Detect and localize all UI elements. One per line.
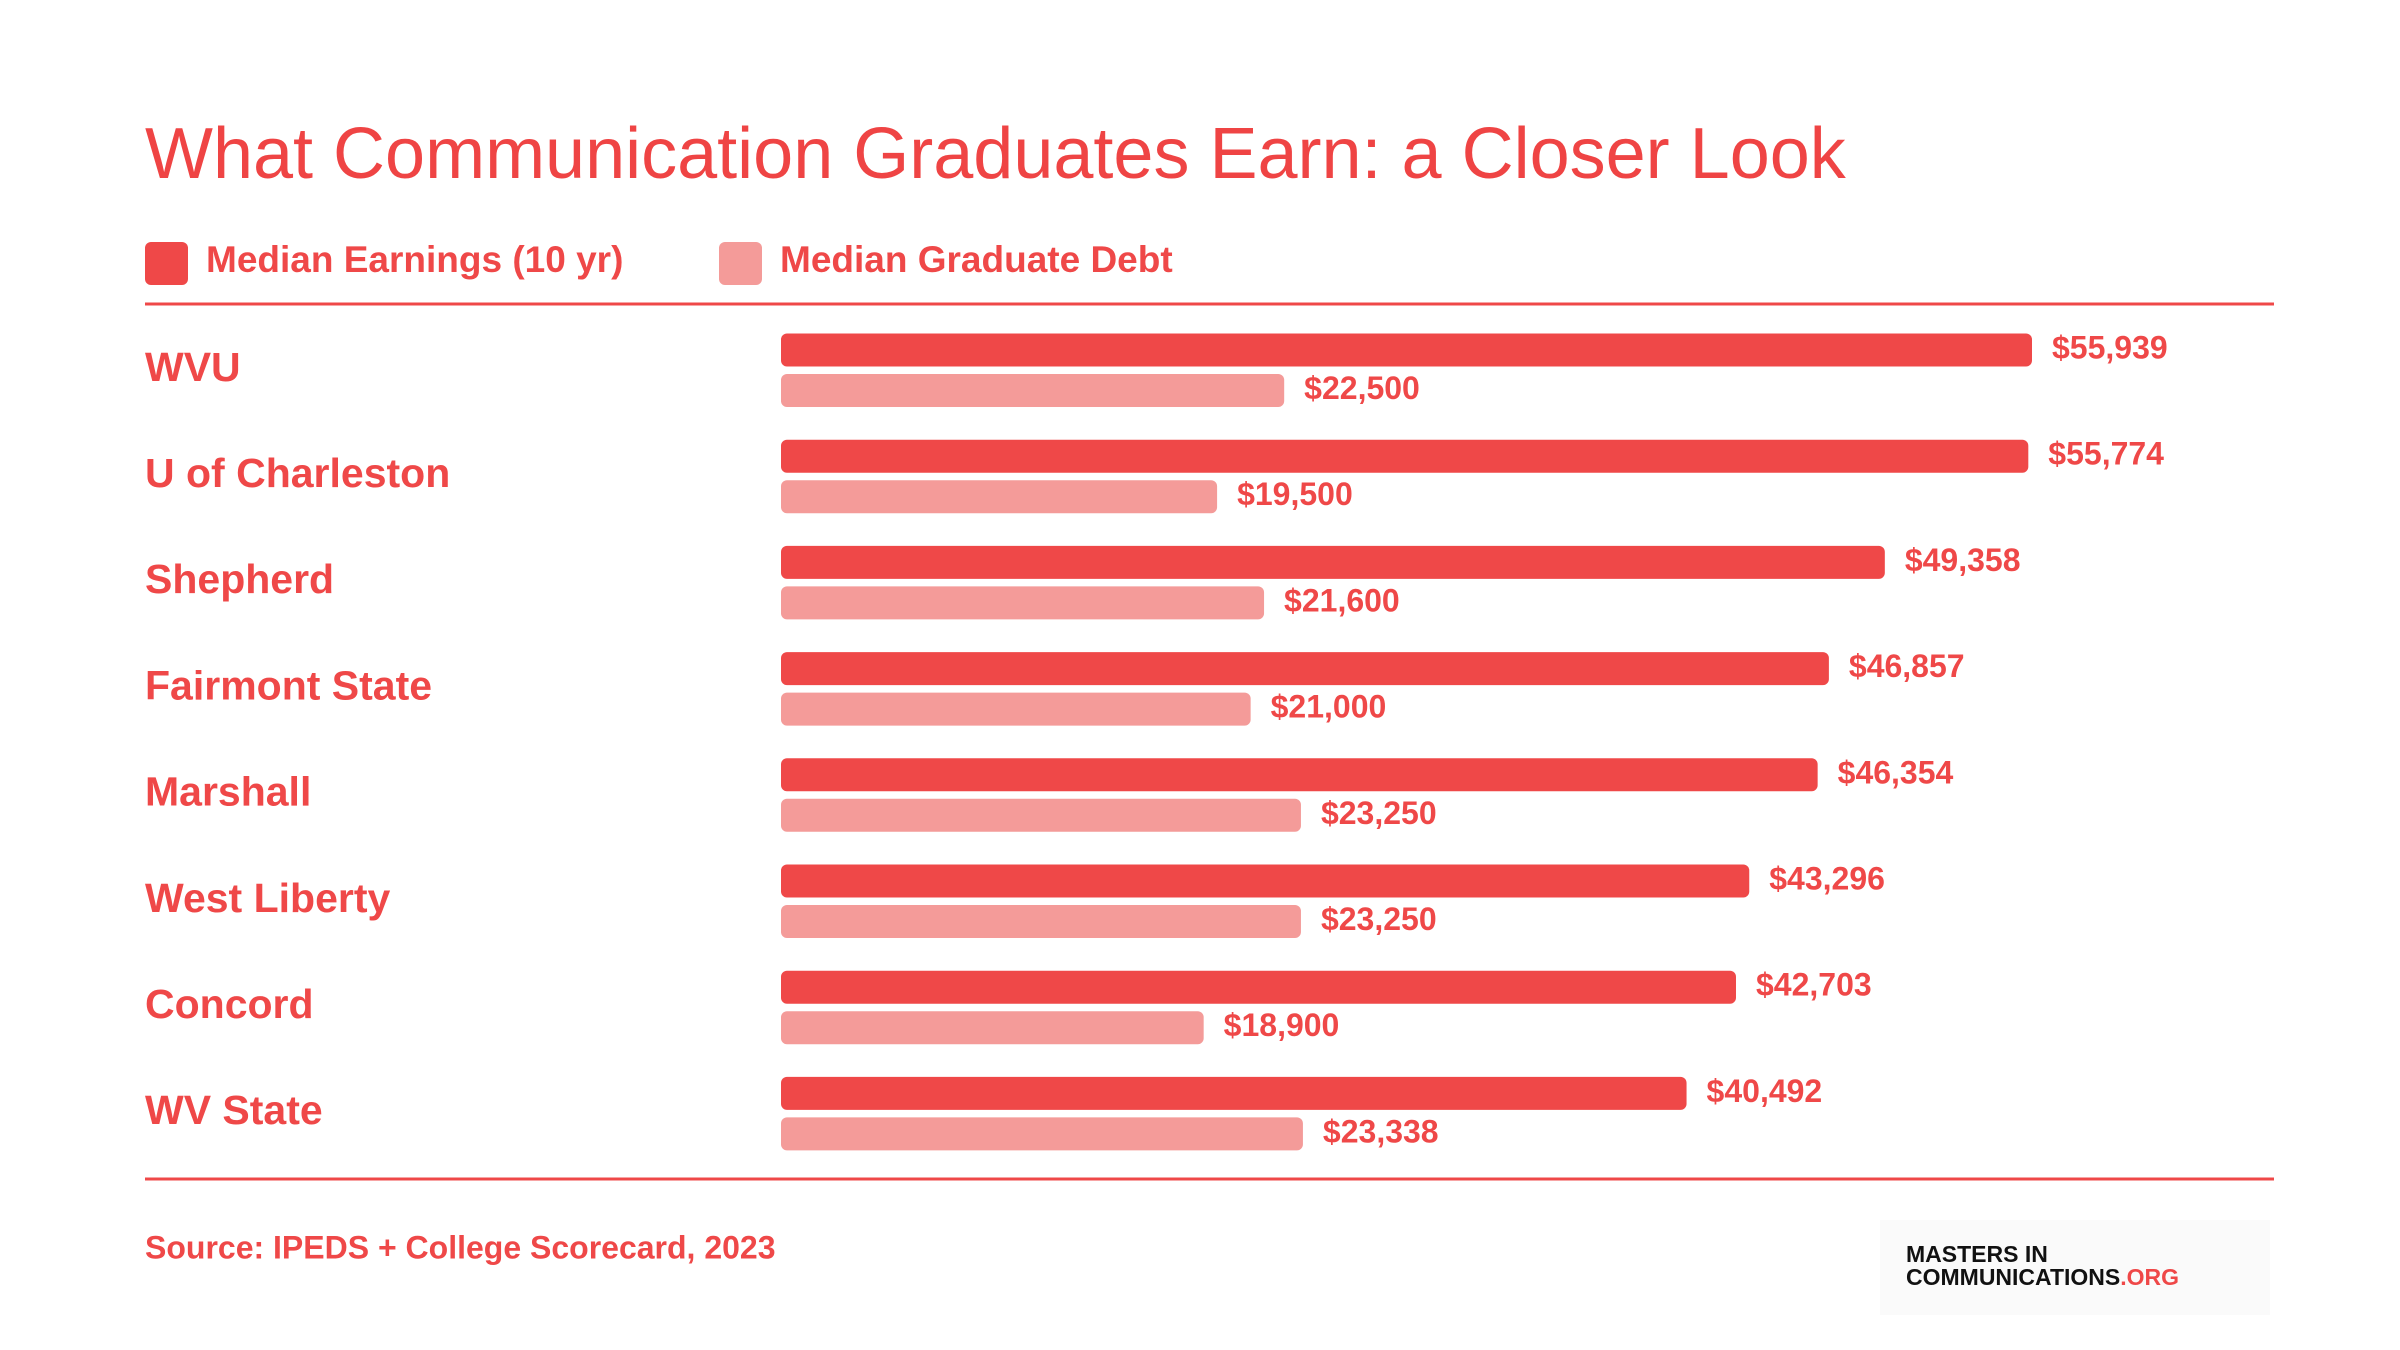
bar — [781, 864, 1750, 898]
value-label: $43,296 — [1769, 860, 1885, 896]
value-label: $46,354 — [1838, 754, 1954, 790]
value-label: $42,703 — [1756, 967, 1872, 1003]
logo-box — [1880, 1220, 2270, 1315]
source-note: Source: IPEDS + College Scorecard, 2023 — [145, 1229, 776, 1265]
category-label: WV State — [145, 1087, 323, 1133]
bar — [781, 1011, 1204, 1045]
category-label: Shepherd — [145, 556, 334, 602]
chart-title: What Communication Graduates Earn: a Clo… — [145, 114, 1847, 194]
legend-label: Median Graduate Debt — [780, 239, 1173, 280]
legend-label: Median Earnings (10 yr) — [206, 239, 623, 280]
bar — [781, 374, 1285, 407]
category-label: Fairmont State — [145, 662, 432, 708]
bar — [781, 970, 1736, 1004]
bar — [781, 1076, 1687, 1110]
bar — [781, 905, 1301, 938]
logo-suffix: .ORG — [2120, 1264, 2179, 1290]
value-label: $40,492 — [1707, 1073, 1823, 1109]
logo-text: COMMUNICATIONS.ORG — [1906, 1264, 2179, 1290]
bar — [781, 692, 1251, 726]
value-label: $23,250 — [1321, 795, 1437, 831]
bar — [781, 586, 1265, 620]
bar — [781, 333, 2032, 367]
value-label: $18,900 — [1224, 1007, 1340, 1043]
bar — [781, 798, 1301, 832]
logo-text: MASTERS IN — [1906, 1241, 2048, 1267]
bar — [781, 652, 1829, 686]
legend-swatch — [145, 242, 188, 285]
value-label: $49,358 — [1905, 542, 2021, 578]
bar — [781, 758, 1818, 792]
bar — [781, 1117, 1303, 1151]
logo-text: COMMUNICATIONS — [1906, 1264, 2120, 1290]
value-label: $21,000 — [1271, 689, 1387, 725]
value-label: $19,500 — [1237, 476, 1353, 512]
category-label: U of Charleston — [145, 450, 450, 496]
category-label: West Liberty — [145, 875, 390, 921]
value-label: $23,338 — [1323, 1113, 1439, 1149]
category-label: WVU — [145, 344, 241, 390]
value-label: $46,857 — [1849, 648, 1965, 684]
category-label: Marshall — [145, 769, 311, 815]
bar — [781, 439, 2029, 473]
category-label: Concord — [145, 981, 314, 1027]
value-label: $55,939 — [2052, 329, 2168, 365]
value-label: $22,500 — [1304, 370, 1420, 406]
bar — [781, 545, 1885, 579]
value-label: $55,774 — [2048, 436, 2164, 472]
bar — [781, 480, 1218, 514]
legend-swatch — [719, 242, 762, 285]
value-label: $23,250 — [1321, 901, 1437, 937]
value-label: $21,600 — [1284, 582, 1400, 618]
